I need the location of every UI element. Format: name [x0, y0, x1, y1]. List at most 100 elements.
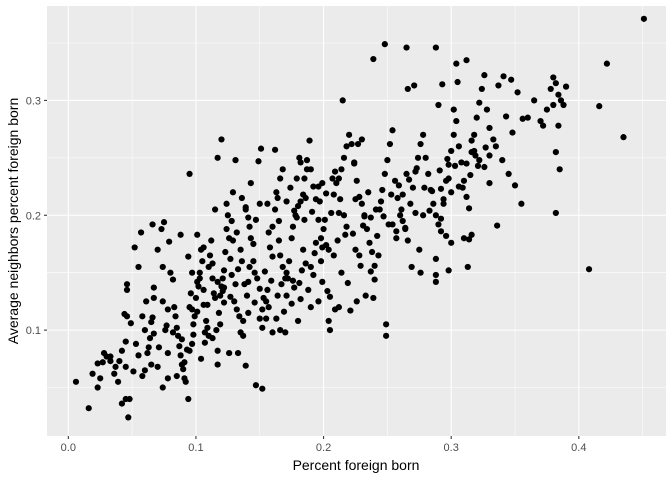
data-point: [240, 332, 247, 339]
data-point: [209, 275, 216, 282]
data-point: [454, 78, 461, 86]
data-point: [464, 263, 471, 271]
data-point: [122, 338, 129, 345]
data-point: [271, 146, 279, 153]
data-point: [371, 276, 378, 283]
data-point: [214, 361, 221, 368]
data-point: [319, 179, 326, 187]
data-point: [482, 144, 489, 151]
data-point: [118, 347, 126, 354]
y-tick-label: 0.3: [26, 95, 41, 107]
data-point: [203, 317, 210, 325]
data-point: [383, 321, 390, 328]
data-point: [370, 294, 377, 302]
data-point: [337, 196, 344, 203]
data-point: [331, 168, 339, 175]
data-point: [358, 200, 365, 207]
data-point: [385, 221, 392, 228]
data-point: [186, 347, 193, 354]
data-point: [252, 216, 260, 223]
data-point: [122, 363, 129, 370]
data-point: [596, 103, 603, 110]
data-point: [481, 163, 488, 171]
data-point: [473, 114, 480, 121]
data-point: [238, 194, 245, 202]
data-point: [481, 72, 488, 79]
data-point: [264, 200, 271, 207]
data-point: [259, 385, 266, 392]
data-point: [334, 237, 341, 244]
data-point: [277, 252, 284, 259]
data-point: [223, 225, 230, 233]
data-point: [127, 320, 134, 327]
data-point: [176, 343, 183, 350]
data-point: [185, 253, 192, 260]
data-point: [94, 384, 101, 391]
data-point: [278, 281, 285, 288]
data-point: [365, 189, 372, 196]
data-point: [99, 359, 106, 366]
data-point: [107, 353, 114, 360]
data-point: [518, 200, 525, 207]
data-point: [509, 129, 516, 136]
data-point: [97, 375, 104, 382]
data-point: [137, 229, 145, 236]
data-point: [471, 131, 478, 138]
data-point: [85, 405, 92, 412]
data-point: [135, 263, 142, 271]
data-point: [395, 182, 402, 189]
data-point: [358, 136, 365, 143]
data-point: [556, 166, 563, 173]
data-point: [256, 285, 263, 292]
data-point: [269, 329, 276, 336]
data-point: [186, 170, 193, 178]
data-point: [468, 231, 475, 238]
data-point: [486, 179, 493, 187]
data-point: [404, 85, 411, 93]
data-point: [435, 221, 442, 228]
data-point: [158, 225, 165, 233]
data-point: [204, 324, 211, 331]
data-point: [302, 194, 309, 202]
data-point: [123, 281, 131, 288]
data-point: [483, 106, 491, 113]
data-point: [432, 271, 439, 279]
data-point: [141, 327, 148, 334]
data-point: [437, 228, 445, 235]
data-point: [252, 382, 260, 389]
data-point: [283, 198, 290, 205]
data-point: [125, 414, 132, 421]
data-point: [194, 308, 201, 315]
data-point: [255, 158, 262, 165]
data-point: [277, 175, 284, 182]
data-point: [432, 44, 439, 51]
data-point: [425, 170, 432, 178]
data-point: [505, 170, 512, 178]
data-point: [436, 167, 443, 174]
data-point: [552, 80, 559, 87]
data-point: [476, 99, 483, 106]
data-point: [89, 370, 96, 377]
data-point: [585, 266, 593, 273]
data-point: [495, 82, 502, 89]
data-point: [437, 215, 445, 222]
data-point: [494, 222, 501, 229]
data-point: [331, 306, 339, 313]
data-point: [226, 349, 233, 357]
data-point: [148, 361, 155, 368]
data-point: [409, 184, 417, 191]
data-point: [271, 206, 279, 213]
data-point: [217, 292, 224, 299]
data-point: [173, 372, 180, 380]
data-point: [283, 269, 290, 276]
data-point: [189, 306, 196, 313]
data-point: [178, 336, 186, 343]
data-point: [352, 196, 359, 203]
data-point: [245, 309, 252, 316]
data-point: [340, 212, 348, 219]
data-point: [450, 106, 457, 113]
data-point: [169, 329, 177, 336]
data-point: [330, 252, 337, 259]
data-point: [391, 177, 399, 184]
data-point: [280, 308, 288, 315]
